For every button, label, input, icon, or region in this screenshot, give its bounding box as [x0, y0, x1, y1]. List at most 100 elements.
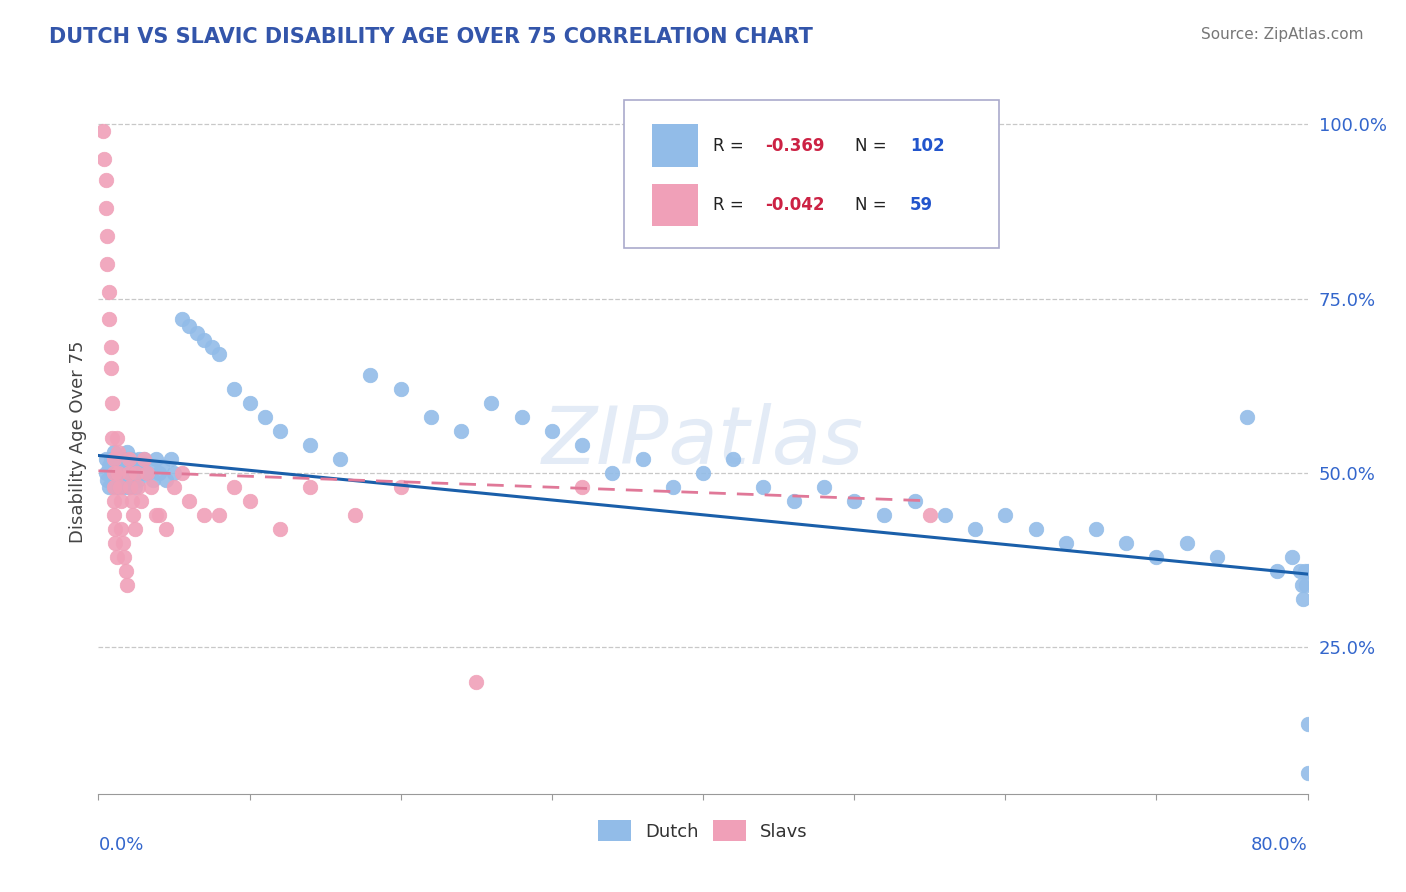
Point: [103, 473, 125, 487]
Point: [179, 493, 201, 508]
Text: 102: 102: [910, 136, 945, 154]
Point: [360, 368, 382, 383]
Point: [1267, 564, 1289, 578]
Point: [1085, 522, 1108, 536]
Point: [132, 452, 155, 467]
Point: [481, 396, 503, 410]
Point: [110, 493, 132, 508]
Point: [208, 508, 231, 522]
Point: [105, 549, 128, 564]
Point: [100, 466, 122, 480]
Text: ZIPatlas: ZIPatlas: [541, 402, 865, 481]
Text: 0.0%: 0.0%: [98, 836, 143, 855]
Point: [269, 424, 291, 438]
Point: [170, 312, 193, 326]
Point: [253, 410, 276, 425]
Point: [1115, 535, 1137, 549]
Point: [1206, 549, 1229, 564]
Point: [1054, 535, 1077, 549]
Text: -0.369: -0.369: [765, 136, 824, 154]
Point: [389, 480, 412, 494]
Point: [420, 410, 443, 425]
Point: [571, 480, 593, 494]
Point: [571, 438, 593, 452]
Point: [844, 493, 866, 508]
Point: [1281, 549, 1303, 564]
Point: [1294, 564, 1316, 578]
Point: [98, 312, 121, 326]
Point: [121, 452, 143, 467]
Point: [631, 452, 654, 467]
Point: [1144, 549, 1167, 564]
Point: [98, 458, 121, 473]
Point: [100, 452, 122, 467]
Point: [108, 452, 131, 467]
Text: R =: R =: [713, 136, 748, 154]
Point: [98, 480, 121, 494]
Text: N =: N =: [855, 136, 893, 154]
Point: [1292, 591, 1315, 606]
Point: [602, 466, 624, 480]
Point: [904, 493, 927, 508]
Point: [118, 466, 141, 480]
Point: [934, 508, 956, 522]
Point: [269, 522, 291, 536]
Point: [186, 326, 208, 341]
Point: [120, 458, 142, 473]
Point: [118, 452, 141, 467]
Point: [329, 452, 352, 467]
Point: [107, 473, 129, 487]
Point: [93, 152, 115, 166]
Point: [148, 508, 170, 522]
Point: [103, 466, 125, 480]
Text: 59: 59: [910, 195, 934, 214]
Point: [111, 535, 134, 549]
Text: Source: ZipAtlas.com: Source: ZipAtlas.com: [1201, 27, 1364, 42]
FancyBboxPatch shape: [652, 124, 699, 167]
Point: [813, 480, 835, 494]
Point: [101, 473, 124, 487]
Point: [121, 493, 143, 508]
Point: [115, 577, 138, 591]
Point: [115, 458, 138, 473]
Point: [103, 480, 125, 494]
Point: [103, 452, 125, 467]
Point: [124, 480, 146, 494]
Point: [115, 445, 138, 459]
Point: [723, 452, 745, 467]
Point: [110, 480, 132, 494]
Point: [1296, 564, 1319, 578]
Text: 80.0%: 80.0%: [1251, 836, 1308, 855]
Point: [114, 480, 136, 494]
Point: [98, 285, 121, 299]
Point: [224, 382, 246, 396]
FancyBboxPatch shape: [652, 184, 699, 226]
Point: [224, 480, 246, 494]
Legend: Dutch, Slavs: Dutch, Slavs: [591, 813, 815, 848]
Point: [105, 466, 128, 480]
Point: [873, 508, 896, 522]
Point: [107, 466, 129, 480]
Point: [752, 480, 775, 494]
Point: [101, 431, 124, 445]
Point: [145, 508, 167, 522]
Point: [121, 473, 143, 487]
Point: [127, 480, 149, 494]
Point: [1024, 522, 1046, 536]
Point: [1291, 577, 1313, 591]
Point: [918, 508, 941, 522]
Point: [1295, 577, 1317, 591]
Point: [108, 480, 131, 494]
Point: [1236, 410, 1258, 425]
Point: [112, 549, 135, 564]
Point: [299, 438, 322, 452]
Point: [101, 458, 124, 473]
Point: [163, 466, 186, 480]
Point: [132, 452, 155, 467]
Point: [239, 493, 262, 508]
Point: [105, 431, 128, 445]
Point: [160, 452, 183, 467]
Point: [107, 445, 129, 459]
Point: [111, 458, 134, 473]
Point: [103, 466, 125, 480]
